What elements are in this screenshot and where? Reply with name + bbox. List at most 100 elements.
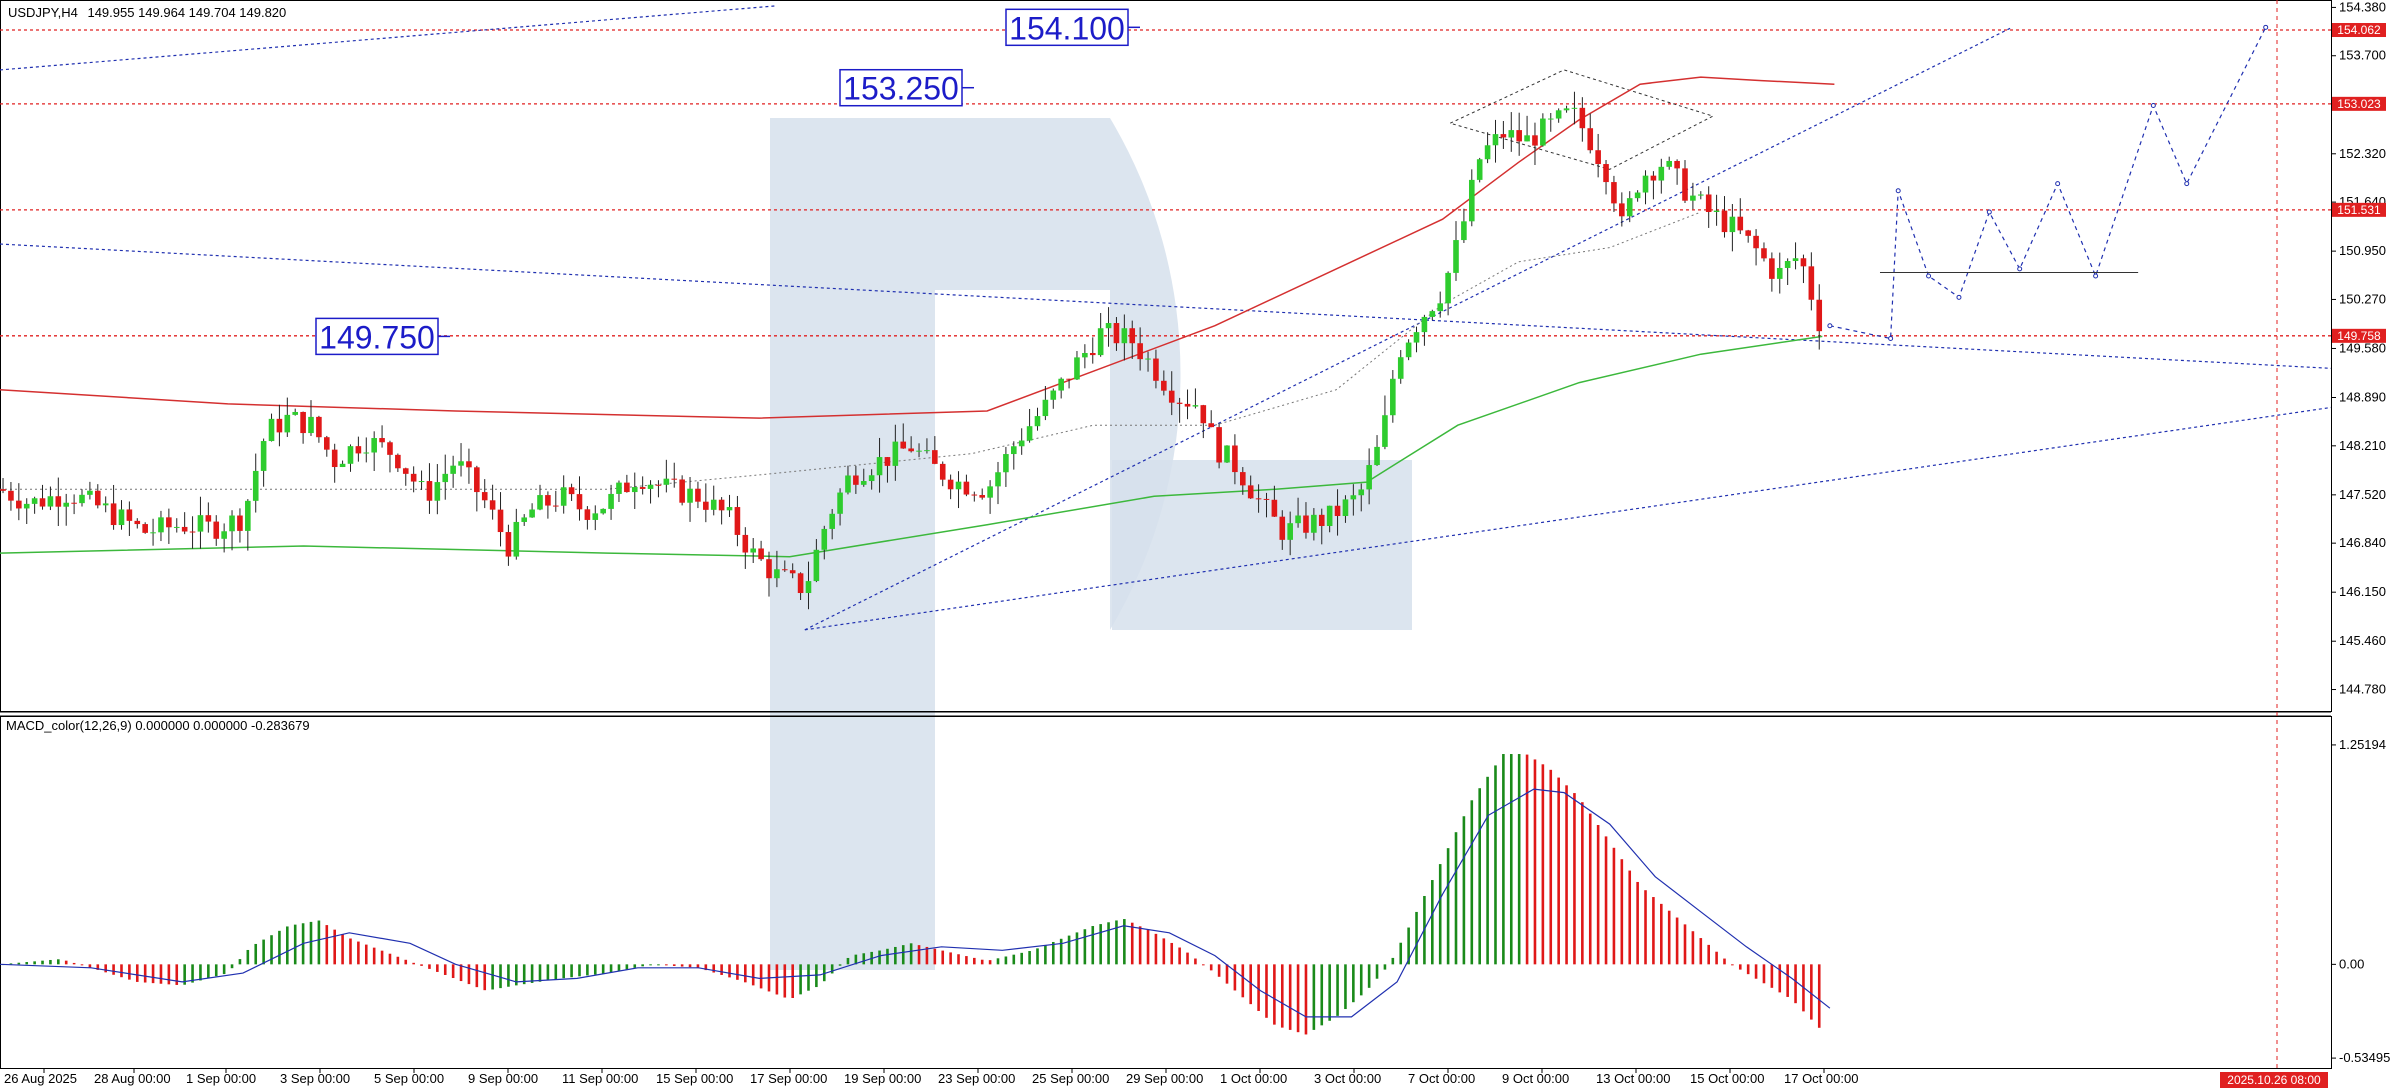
candle-body xyxy=(1508,130,1515,138)
candle xyxy=(600,508,606,515)
macd-bar xyxy=(1652,897,1655,965)
candle-body xyxy=(0,489,6,491)
macd-bar xyxy=(1130,922,1134,965)
macd-bar xyxy=(1612,847,1616,965)
candle-body xyxy=(1642,175,1649,193)
candle-body xyxy=(1540,118,1546,146)
macd-bar xyxy=(1454,832,1458,965)
candle-body xyxy=(1816,299,1823,332)
candle xyxy=(876,437,883,493)
macd-bar xyxy=(1691,931,1695,965)
macd-bar xyxy=(41,960,44,965)
candle xyxy=(813,539,820,583)
candle-body xyxy=(150,532,156,534)
macd-header: MACD_color(12,26,9) 0.000000 0.000000 -0… xyxy=(6,718,310,733)
candle xyxy=(1816,284,1823,350)
candle xyxy=(1082,344,1088,369)
candle-body xyxy=(1595,150,1601,165)
price-tick-label: 145.460 xyxy=(2339,633,2386,648)
macd-bar xyxy=(965,956,968,965)
candle-body xyxy=(1682,168,1688,201)
candle xyxy=(1737,198,1744,235)
time-tick-label: 7 Oct 00:00 xyxy=(1408,1071,1475,1086)
candle xyxy=(608,484,614,520)
macd-bar xyxy=(744,964,747,983)
macd-bar xyxy=(980,959,984,965)
candle-body xyxy=(1666,160,1673,167)
macd-bar xyxy=(530,964,534,983)
macd-bar xyxy=(672,964,676,966)
candle-body xyxy=(687,488,693,503)
macd-bar xyxy=(949,952,952,965)
candle xyxy=(221,523,227,553)
candle xyxy=(31,496,38,514)
macd-bar xyxy=(1438,864,1442,965)
candle-body xyxy=(1445,272,1451,304)
candle-body xyxy=(300,411,306,434)
candle-body xyxy=(774,569,780,579)
forecast-point xyxy=(2093,273,2099,279)
candle xyxy=(774,550,780,588)
candle xyxy=(308,400,314,436)
candle-body xyxy=(331,449,338,468)
macd-bar xyxy=(1051,941,1055,965)
macd-bar xyxy=(554,964,558,980)
candle-body xyxy=(1776,267,1783,279)
candle-body xyxy=(1579,107,1586,129)
candle-body xyxy=(742,534,749,553)
candle-body xyxy=(323,437,330,450)
macd-bar xyxy=(854,954,858,965)
candle xyxy=(197,496,204,549)
macd-bar xyxy=(1202,964,1205,966)
macd-bar xyxy=(325,925,329,965)
candle xyxy=(1018,428,1025,455)
macd-bar xyxy=(222,964,226,975)
candle xyxy=(110,484,117,530)
macd-bar xyxy=(894,946,897,965)
candle xyxy=(284,397,291,437)
candle-body xyxy=(695,488,701,502)
macd-bar xyxy=(657,964,660,966)
price-tag-bg xyxy=(2332,23,2386,38)
candle xyxy=(1445,271,1451,316)
candle xyxy=(1421,314,1428,346)
macd-bar xyxy=(901,945,905,965)
macd-signal xyxy=(0,788,1831,1018)
candle xyxy=(1611,175,1617,212)
candle xyxy=(189,516,196,549)
candle xyxy=(1729,204,1736,252)
macd-axis: 1.25194 0.00 -0.53495 xyxy=(2331,737,2390,1065)
candle-body xyxy=(576,494,583,510)
macd-bar xyxy=(96,964,100,970)
candle xyxy=(402,467,409,486)
candle-body xyxy=(781,569,788,571)
candle xyxy=(537,484,543,511)
candle xyxy=(1705,186,1712,228)
candle-body xyxy=(1303,515,1309,533)
candle xyxy=(316,415,322,443)
macd-bar xyxy=(1352,964,1355,1003)
candle-body xyxy=(1192,405,1199,407)
candle xyxy=(1697,191,1704,200)
candle-body xyxy=(1066,378,1072,380)
macd-bar xyxy=(1549,769,1553,965)
candle xyxy=(63,493,70,526)
candle-body xyxy=(1287,523,1293,540)
candle-body xyxy=(276,418,283,433)
macd-bar xyxy=(1059,938,1063,965)
time-tick-label: 3 Oct 00:00 xyxy=(1314,1071,1381,1086)
macd-bar xyxy=(1067,935,1071,965)
macd-bar xyxy=(128,964,131,980)
candle-body xyxy=(671,478,678,480)
macd-bar xyxy=(522,964,526,985)
macd-bar xyxy=(270,935,273,965)
candle-body xyxy=(197,515,204,532)
candle-body xyxy=(900,441,907,449)
macd-bar xyxy=(1320,964,1324,1026)
candle xyxy=(1295,497,1301,528)
candle xyxy=(1776,252,1783,294)
candle-body xyxy=(379,438,385,443)
watermark-logo xyxy=(770,118,1412,970)
candle xyxy=(1461,208,1467,243)
